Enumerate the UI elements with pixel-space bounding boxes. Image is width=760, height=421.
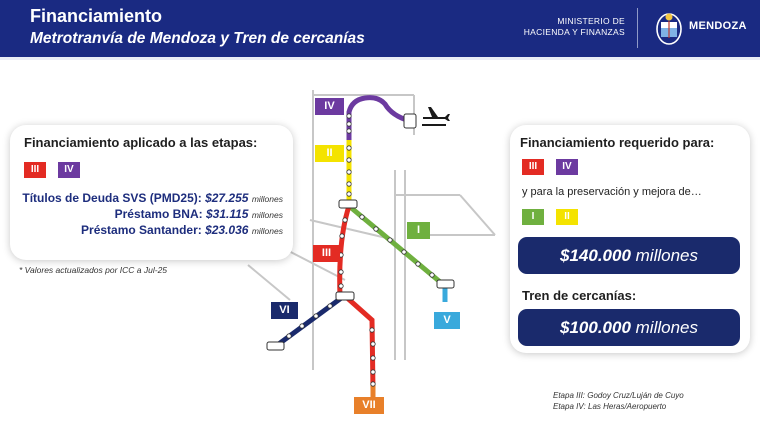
page-subtitle: Metrotranvía de Mendoza y Tren de cercan… (30, 30, 365, 47)
total-required-unit: millones (635, 246, 698, 265)
train-amount: $100.000 (560, 318, 631, 337)
financing-item-unit: millones (251, 226, 283, 236)
etapa-note-iv: Etapa IV: Las Heras/Aeropuerto (553, 402, 667, 411)
financing-item: Títulos de Deuda SVS (PMD25): $27.255 mi… (22, 191, 283, 205)
stage-badge-iv: IV (556, 159, 578, 175)
financing-applied-card: Financiamiento aplicado a las etapas: II… (10, 125, 293, 260)
etapa-notes: Etapa III: Godoy Cruz/Luján de Cuyo Etap… (553, 390, 684, 412)
financing-item-amount: $31.115 (205, 207, 249, 221)
total-required-amount: $140.000 (560, 246, 631, 265)
financing-item-label: Títulos de Deuda SVS (PMD25): (22, 191, 202, 205)
brand-name: MENDOZA (689, 20, 747, 32)
footnote: * Valores actualizados por ICC a Jul-25 (19, 265, 168, 275)
financing-item-amount: $23.036 (205, 223, 249, 237)
header-bar: Financiamiento Metrotranvía de Mendoza y… (0, 0, 760, 57)
etapa-note-iii: Etapa III: Godoy Cruz/Luján de Cuyo (553, 391, 684, 400)
financing-item: Préstamo BNA: $31.115 millones (115, 207, 283, 221)
line-i-diagonal (347, 204, 447, 288)
map-label-iii: III (313, 245, 340, 262)
ministry-line-1: MINISTERIO DE (557, 16, 625, 26)
page-title: Financiamiento (30, 6, 163, 26)
station-dots (286, 113, 435, 387)
map-label-iv: IV (315, 98, 344, 115)
financing-required-card: Financiamiento requerido para: III IV y … (510, 125, 750, 353)
terminal-stations (266, 113, 455, 351)
map-label-i: I (407, 222, 430, 239)
map-label-vi: VI (271, 302, 298, 319)
train-amount-pill: $100.000 millones (518, 309, 740, 346)
map-label-ii: II (315, 145, 344, 162)
financing-applied-heading: Financiamiento aplicado a las etapas: (24, 135, 258, 150)
total-required-pill: $140.000 millones (518, 237, 740, 274)
stage-badge-i: I (522, 209, 544, 225)
financing-item-label: Préstamo BNA: (114, 207, 203, 221)
map-label-v: V (434, 312, 460, 329)
stage-badge-iv: IV (58, 162, 80, 178)
stage-badge-ii: II (556, 209, 578, 225)
financing-required-heading: Financiamiento requerido para: (520, 135, 715, 150)
financing-item-unit: millones (251, 210, 283, 220)
line-iv (346, 95, 413, 143)
header-divider (637, 8, 638, 48)
train-unit: millones (635, 318, 698, 337)
financing-item-unit: millones (251, 194, 283, 204)
map-label-vii: VII (354, 397, 384, 414)
financing-item: Préstamo Santander: $23.036 millones (81, 223, 283, 237)
ministry-line-2: HACIENDA Y FINANZAS (523, 27, 625, 37)
train-heading: Tren de cercanías: (522, 288, 637, 303)
stage-badge-iii: III (24, 162, 46, 178)
ministry-label: MINISTERIO DE HACIENDA Y FINANZAS (515, 16, 625, 38)
financing-item-label: Préstamo Santander: (81, 223, 202, 237)
preservation-text: y para la preservación y mejora de… (522, 186, 702, 198)
financing-item-amount: $27.255 (205, 191, 249, 205)
coat-of-arms-icon (656, 13, 682, 45)
header-underline (0, 57, 760, 60)
stage-badge-iii: III (522, 159, 544, 175)
airplane-icon (422, 107, 450, 126)
